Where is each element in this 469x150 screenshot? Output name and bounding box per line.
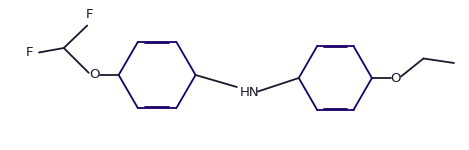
Text: O: O [390,72,401,84]
Text: F: F [86,8,93,21]
Text: F: F [26,46,33,59]
Text: HN: HN [240,87,260,99]
Text: O: O [89,69,99,81]
